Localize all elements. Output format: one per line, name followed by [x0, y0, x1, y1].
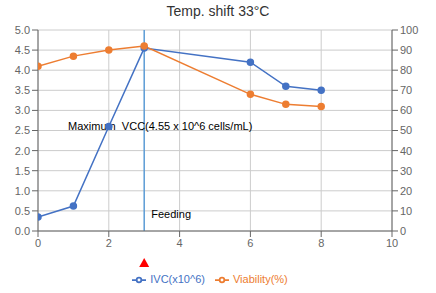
svg-text:5.0: 5.0 — [15, 24, 30, 36]
svg-text:4.5: 4.5 — [15, 44, 30, 56]
svg-text:50: 50 — [400, 124, 412, 136]
svg-text:2.5: 2.5 — [15, 124, 30, 136]
html-text:Viability(%): Viability(%) — [232, 273, 288, 285]
svg-text:8: 8 — [318, 237, 324, 249]
svg-text:Maximum VCC(4.55 x 10^6 cells: Maximum VCC(4.55 x 10^6 cells/mL) — [68, 120, 252, 132]
svg-text:10: 10 — [386, 237, 398, 249]
svg-text:0: 0 — [35, 237, 41, 249]
svg-text:2: 2 — [106, 237, 112, 249]
svg-text:70: 70 — [400, 84, 412, 96]
svg-text:3.0: 3.0 — [15, 104, 30, 116]
svg-text:1.5: 1.5 — [15, 165, 30, 177]
svg-text:0.0: 0.0 — [15, 225, 30, 237]
svg-text:4: 4 — [177, 237, 183, 249]
svg-text:100: 100 — [400, 24, 418, 36]
svg-text:90: 90 — [400, 44, 412, 56]
svg-text:20: 20 — [400, 185, 412, 197]
html-text:Temp. shift 33°C: Temp. shift 33°C — [166, 3, 270, 19]
svg-text:2.0: 2.0 — [15, 145, 30, 157]
svg-text:1.0: 1.0 — [15, 185, 30, 197]
svg-text:0: 0 — [400, 225, 406, 237]
html-text:IVC(x10^6): IVC(x10^6) — [150, 273, 205, 285]
svg-text:3.5: 3.5 — [15, 84, 30, 96]
svg-text:6: 6 — [247, 237, 253, 249]
svg-text:4.0: 4.0 — [15, 64, 30, 76]
svg-text:40: 40 — [400, 145, 412, 157]
svg-text:60: 60 — [400, 104, 412, 116]
svg-text:10: 10 — [400, 205, 412, 217]
svg-text:0.5: 0.5 — [15, 205, 30, 217]
svg-text:Feeding: Feeding — [151, 208, 191, 220]
svg-text:30: 30 — [400, 165, 412, 177]
svg-text:80: 80 — [400, 64, 412, 76]
